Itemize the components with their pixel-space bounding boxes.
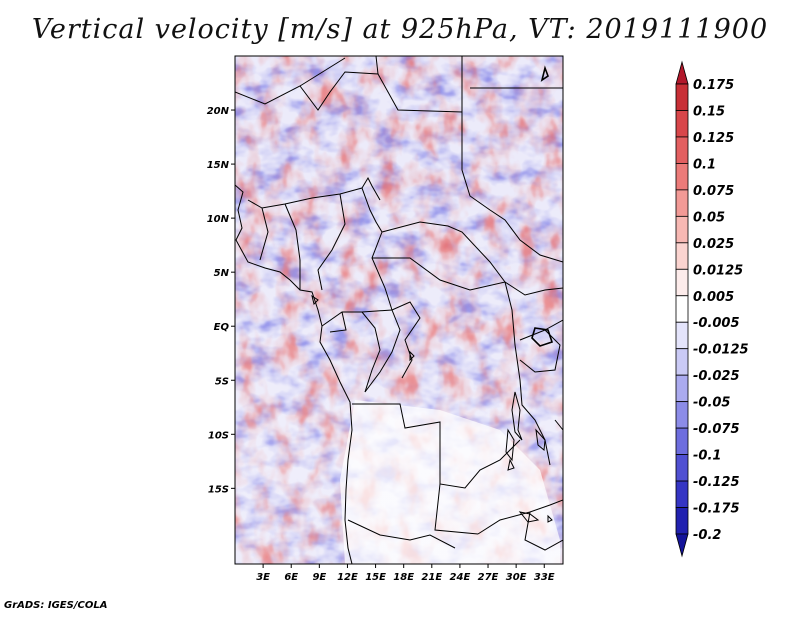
lat-tick-label: 15S — [208, 484, 229, 495]
colorbar-segment — [675, 110, 689, 138]
colorbar-segment — [675, 374, 689, 403]
lon-tick-label: 21E — [421, 572, 442, 583]
colorbar-segment — [675, 321, 689, 350]
colorbar-segment — [675, 401, 689, 429]
colorbar-segment — [675, 348, 689, 376]
lon-tick-label: 24E — [450, 572, 471, 583]
colorbar-segment — [675, 136, 689, 164]
colorbar-label: 0.125 — [693, 131, 734, 146]
lat-tick-label: EQ — [214, 322, 230, 333]
lon-tick-label: 9E — [312, 572, 326, 583]
credit-label: GrADS: IGES/COLA — [4, 600, 108, 611]
lat-tick-label: 20N — [207, 106, 230, 117]
colorbar-label: -0.125 — [693, 475, 740, 490]
colorbar-label: -0.005 — [693, 316, 740, 331]
lat-tick-label: 5S — [215, 376, 229, 387]
colorbar-label: 0.005 — [693, 290, 734, 305]
lon-tick-label: 27E — [478, 572, 499, 583]
lon-tick-label: 6E — [284, 572, 298, 583]
colorbar-segment — [675, 242, 689, 270]
colorbar-segment — [675, 480, 689, 508]
latitude-axis: 20N 15N 10N 5N EQ 5S 10S 15S — [207, 106, 235, 495]
colorbar-label: 0.15 — [693, 104, 725, 119]
colorbar-label: 0.1 — [693, 157, 716, 172]
colorbar-label: 0.175 — [693, 78, 734, 93]
colorbar-segment — [675, 215, 689, 244]
colorbar-label: -0.05 — [693, 396, 730, 411]
colorbar-label: -0.175 — [693, 502, 740, 517]
chart-title: Vertical velocity [m/s] at 925hPa, VT: 2… — [31, 14, 769, 45]
lat-tick-label: 10S — [208, 430, 229, 441]
lon-tick-label: 33E — [534, 572, 555, 583]
colorbar-segment — [675, 268, 689, 297]
lon-tick-label: 18E — [393, 572, 414, 583]
colorbar-segment — [675, 189, 689, 217]
velocity-field — [235, 56, 563, 564]
colorbar-label: 0.05 — [693, 210, 725, 225]
lat-tick-label: 10N — [207, 214, 230, 225]
lon-tick-label: 15E — [365, 572, 386, 583]
colorbar-segment — [675, 427, 689, 455]
colorbar-label: -0.1 — [693, 449, 721, 464]
colorbar-label: -0.075 — [693, 422, 740, 437]
colorbar-segment — [675, 507, 689, 535]
colorbar-label: -0.025 — [693, 369, 740, 384]
lon-tick-label: 30E — [506, 572, 527, 583]
colorbar-bottom-triangle — [675, 533, 689, 558]
colorbar-segment — [675, 295, 689, 323]
colorbar-label: 0.025 — [693, 237, 734, 252]
colorbar-segment — [675, 454, 689, 482]
lon-tick-label: 3E — [256, 572, 270, 583]
lon-tick-label: 12E — [337, 572, 358, 583]
colorbar-segment — [675, 83, 689, 111]
colorbar: 0.175 0.15 0.125 0.1 0.075 0.05 0.025 0.0125 0.0… — [675, 60, 749, 558]
colorbar-segment — [675, 163, 689, 191]
colorbar-label: -0.0125 — [693, 343, 749, 358]
colorbar-label: 0.075 — [693, 184, 734, 199]
longitude-axis: 3E 6E 9E 12E 15E 18E 21E 24E 27E 30E 33E — [256, 564, 555, 583]
lat-tick-label: 15N — [207, 160, 230, 171]
colorbar-label: 0.0125 — [693, 263, 743, 278]
colorbar-top-triangle — [675, 60, 689, 85]
colorbar-label: -0.2 — [693, 528, 721, 543]
plot-frame — [234, 55, 564, 565]
country-borders — [235, 56, 563, 564]
lat-tick-label: 5N — [214, 268, 230, 279]
